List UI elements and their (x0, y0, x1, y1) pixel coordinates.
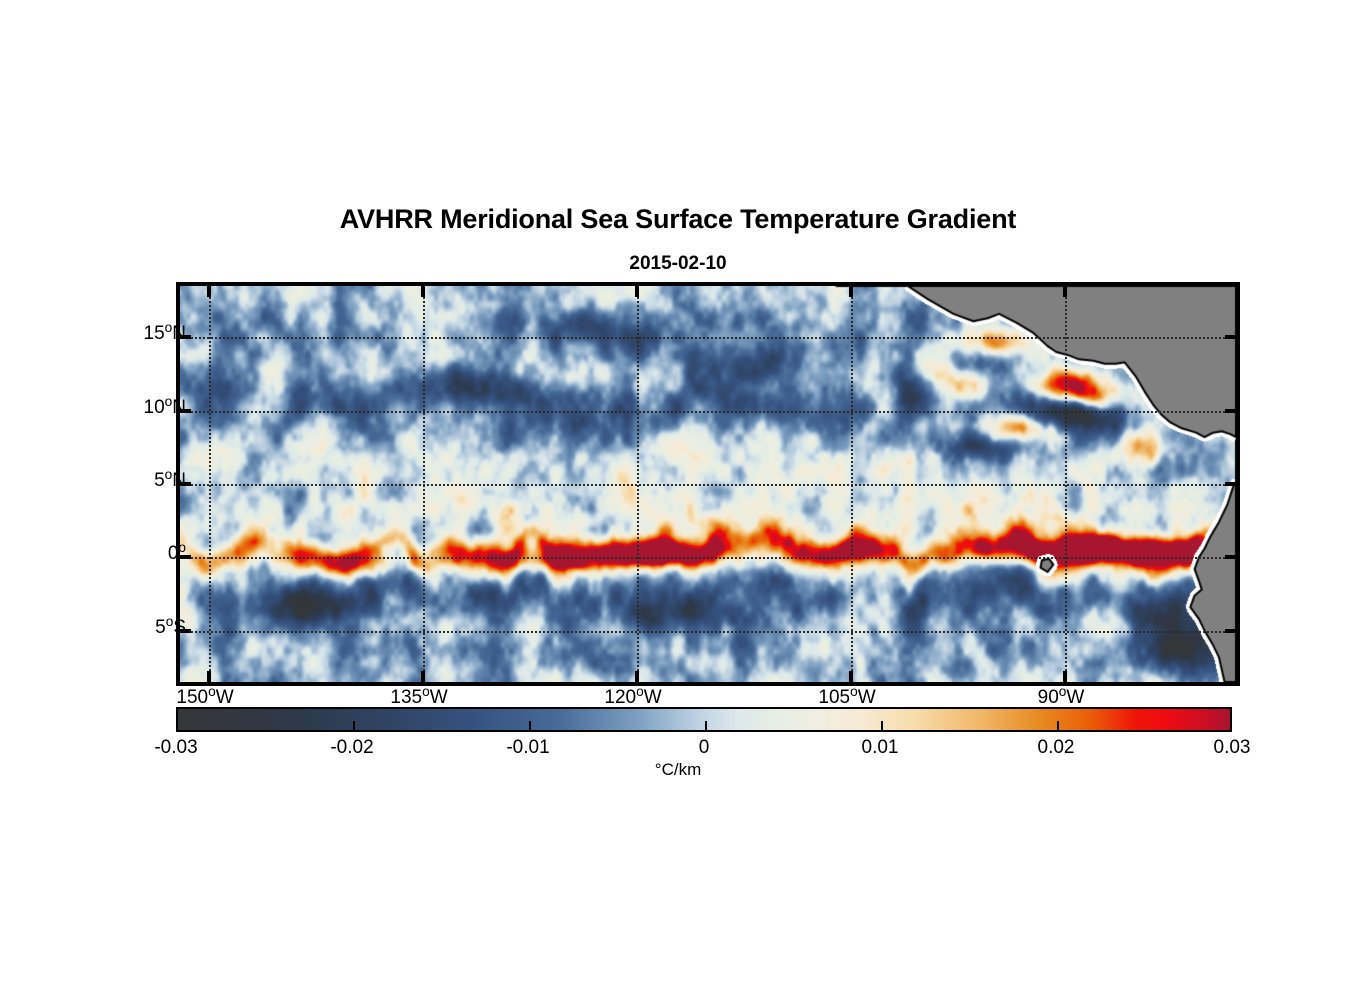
y-axis-tick-label-2: 5oN (154, 467, 186, 492)
y-axis-tick-label-0: 15oN (143, 320, 186, 345)
map-plot-area (176, 282, 1240, 686)
x-axis-tick-mark (849, 671, 853, 682)
y-axis-tick-mark (1225, 409, 1236, 413)
colorbar-tick-mark (353, 721, 355, 732)
x-axis-tick-label-4: 90oW (1037, 684, 1085, 709)
colorbar-gradient (178, 709, 1230, 730)
y-axis-tick-mark (1225, 335, 1236, 339)
colorbar-tick-mark (529, 721, 531, 732)
y-axis-tick-mark (180, 629, 191, 633)
colorbar-unit-label: °C/km (654, 760, 702, 779)
y-axis-tick-mark (180, 482, 191, 486)
y-axis-tick-mark (1225, 629, 1236, 633)
y-axis-tick-mark (1225, 555, 1236, 559)
y-axis-tick-label-3: 0o (167, 540, 186, 565)
colorbar-tick-label-3: 0 (698, 737, 710, 758)
colorbar-tick-mark (705, 721, 707, 732)
x-axis-tick-mark (1063, 286, 1067, 297)
sst-gradient-heatmap (180, 286, 1236, 682)
x-axis-tick-mark (207, 671, 211, 682)
figure-subtitle: 2015-02-10 (629, 253, 727, 274)
figure-title: AVHRR Meridional Sea Surface Temperature… (339, 204, 1017, 234)
colorbar (176, 707, 1232, 732)
x-axis-tick-mark (849, 286, 853, 297)
colorbar-tick-mark (881, 721, 883, 732)
y-axis-tick-label-4: 5oS (155, 614, 186, 639)
y-axis-tick-mark (180, 555, 191, 559)
x-axis-tick-label-2: 120oW (604, 684, 662, 709)
colorbar-tick-label-5: 0.02 (1037, 737, 1075, 758)
colorbar-tick-mark (1057, 721, 1059, 732)
x-axis-tick-mark (635, 286, 639, 297)
x-axis-tick-mark (421, 286, 425, 297)
colorbar-tick-label-0: -0.03 (154, 737, 198, 758)
colorbar-tick-label-4: 0.01 (861, 737, 899, 758)
y-axis-tick-mark (180, 335, 191, 339)
colorbar-tick-label-2: -0.01 (506, 737, 550, 758)
x-axis-tick-mark (635, 671, 639, 682)
x-axis-tick-mark (421, 671, 425, 682)
x-axis-tick-label-0: 150oW (176, 684, 234, 709)
x-axis-tick-label-1: 135oW (390, 684, 448, 709)
colorbar-tick-label-1: -0.02 (330, 737, 374, 758)
y-axis-tick-label-1: 10oN (143, 394, 186, 419)
colorbar-tick-label-6: 0.03 (1213, 737, 1251, 758)
x-axis-tick-mark (207, 286, 211, 297)
y-axis-tick-mark (180, 409, 191, 413)
y-axis-tick-mark (1225, 482, 1236, 486)
x-axis-tick-label-3: 105oW (818, 684, 876, 709)
x-axis-tick-mark (1063, 671, 1067, 682)
